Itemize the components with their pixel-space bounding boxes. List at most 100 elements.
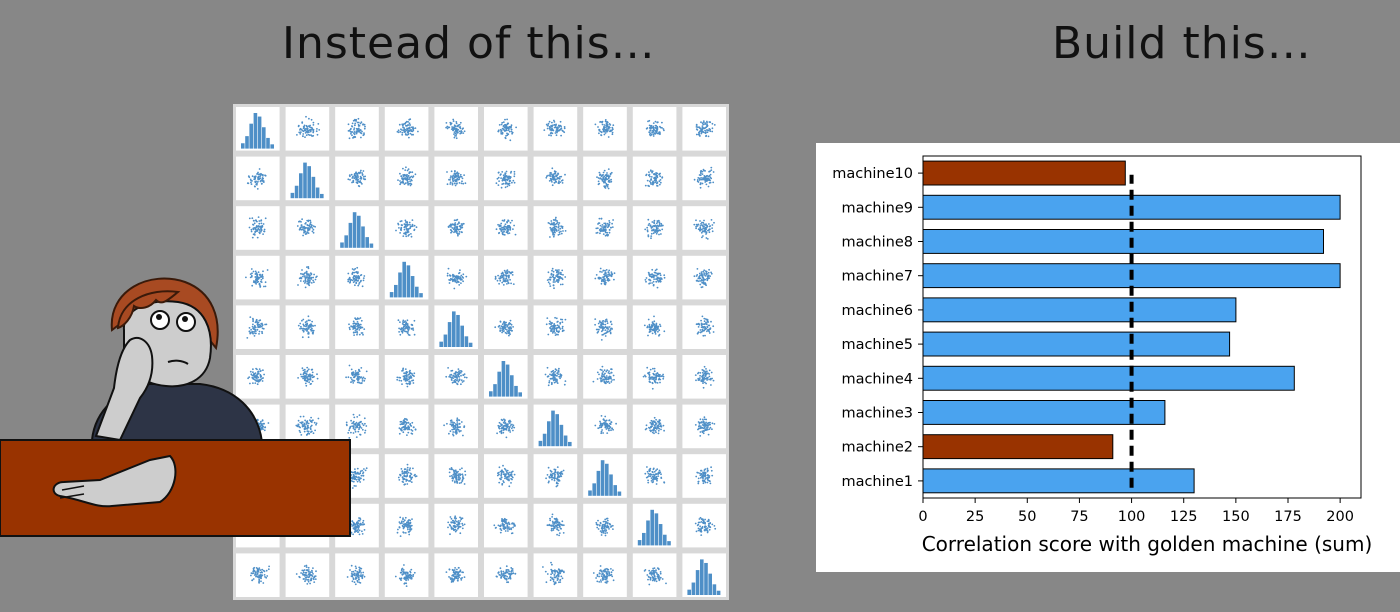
- bar-machine6: [922, 297, 1237, 323]
- scatter-cell: [335, 107, 379, 151]
- scatter-cell: [583, 503, 627, 548]
- histogram-cell: [484, 355, 528, 399]
- scatter-cell: [682, 255, 726, 300]
- scatter-cell: [533, 156, 578, 201]
- bar-machine3: [922, 400, 1166, 425]
- scatter-cell: [484, 156, 528, 201]
- x-tick-label: 150: [1222, 509, 1250, 525]
- scatter-cell: [533, 305, 578, 349]
- y-tick-label: machine6: [841, 303, 913, 319]
- scatter-cell: [632, 107, 677, 151]
- scatter-cell: [632, 553, 677, 597]
- scatter-cell: [285, 255, 330, 300]
- bar-machine1: [922, 468, 1195, 494]
- y-tick-label: machine8: [841, 235, 913, 251]
- scatter-cell: [533, 553, 578, 597]
- scatter-cell: [484, 305, 528, 349]
- scatter-cell: [632, 255, 677, 300]
- scatter-cell: [484, 553, 528, 597]
- scatter-cell: [434, 503, 478, 548]
- x-tick-label: 75: [1070, 509, 1088, 525]
- y-tick-label: machine9: [841, 200, 913, 216]
- scatter-cell: [583, 305, 627, 349]
- histogram-cell: [632, 503, 677, 548]
- scatter-cell: [384, 107, 429, 151]
- histogram-cell: [384, 255, 429, 300]
- scatter-cell: [434, 107, 478, 151]
- scatter-cell: [682, 107, 726, 151]
- y-tick-label: machine5: [841, 337, 913, 353]
- x-tick-label: 0: [918, 509, 927, 525]
- bar-machine5: [922, 331, 1231, 357]
- scatter-cell: [484, 503, 528, 548]
- scatter-cell: [632, 305, 677, 349]
- scatter-cell: [434, 156, 478, 201]
- scatter-cell: [384, 305, 429, 349]
- scatter-cell: [285, 206, 330, 250]
- scatter-cell: [533, 255, 578, 300]
- axes-frame: [922, 155, 1362, 499]
- scatter-cell: [384, 156, 429, 201]
- scatter-cell: [236, 553, 280, 597]
- right-heading: Build this…: [1052, 18, 1312, 69]
- scatter-cell: [583, 553, 627, 597]
- scatter-cell: [583, 355, 627, 399]
- scatter-cell: [434, 255, 478, 300]
- scatter-cell: [384, 454, 429, 498]
- histogram-cell: [434, 305, 478, 349]
- scatter-cell: [335, 156, 379, 201]
- scatter-cell: [682, 305, 726, 349]
- scatter-cell: [484, 255, 528, 300]
- scatter-cell: [384, 355, 429, 399]
- y-tick-label: machine7: [841, 269, 913, 285]
- histogram-cell: [236, 107, 280, 151]
- scatter-cell: [236, 255, 280, 300]
- bar-machine2: [922, 434, 1114, 460]
- scatter-cell: [236, 206, 280, 250]
- scatter-cell: [632, 404, 677, 449]
- scatter-cell: [335, 305, 379, 349]
- scatter-cell: [285, 305, 330, 349]
- scatter-cell: [533, 355, 578, 399]
- scatter-cell: [384, 503, 429, 548]
- bar-chart: machine1 machine2 machine3 machine4 machine5…: [816, 143, 1400, 572]
- scatter-cell: [682, 404, 726, 449]
- histogram-cell: [583, 454, 627, 498]
- y-tick-label: machine2: [841, 440, 913, 456]
- y-tick-label: machine4: [841, 371, 913, 387]
- scatter-cell: [285, 355, 330, 399]
- histogram-cell: [682, 553, 726, 597]
- scatter-cell: [533, 206, 578, 250]
- scatter-cell: [533, 454, 578, 498]
- x-axis-label: Correlation score with golden machine (s…: [922, 532, 1373, 556]
- scatter-cell: [236, 305, 280, 349]
- scatter-cell: [632, 355, 677, 399]
- histogram-cell: [533, 404, 578, 449]
- scatter-cell: [484, 404, 528, 449]
- histogram-cell: [285, 156, 330, 201]
- x-tick-label: 25: [966, 509, 984, 525]
- scatter-cell: [335, 553, 379, 597]
- bar-machine10: [922, 160, 1126, 186]
- scatter-cell: [632, 156, 677, 201]
- x-tick-label: 175: [1274, 509, 1302, 525]
- scatter-cell: [682, 156, 726, 201]
- x-tick-label: 100: [1118, 509, 1146, 525]
- scatter-cell: [384, 404, 429, 449]
- scatter-cell: [682, 454, 726, 498]
- scatter-cell: [682, 355, 726, 399]
- scatter-cell: [384, 553, 429, 597]
- scatter-cell: [533, 503, 578, 548]
- scatter-cell: [335, 255, 379, 300]
- scatter-cell: [632, 454, 677, 498]
- scatter-cell: [682, 503, 726, 548]
- x-tick-label: 200: [1326, 509, 1354, 525]
- scatter-cell: [533, 107, 578, 151]
- scatter-cell: [434, 404, 478, 449]
- scatter-cell: [583, 107, 627, 151]
- scatter-cell: [384, 206, 429, 250]
- scatter-cell: [285, 107, 330, 151]
- scatter-cell: [583, 404, 627, 449]
- scatter-cell: [434, 355, 478, 399]
- left-heading: Instead of this…: [282, 18, 656, 69]
